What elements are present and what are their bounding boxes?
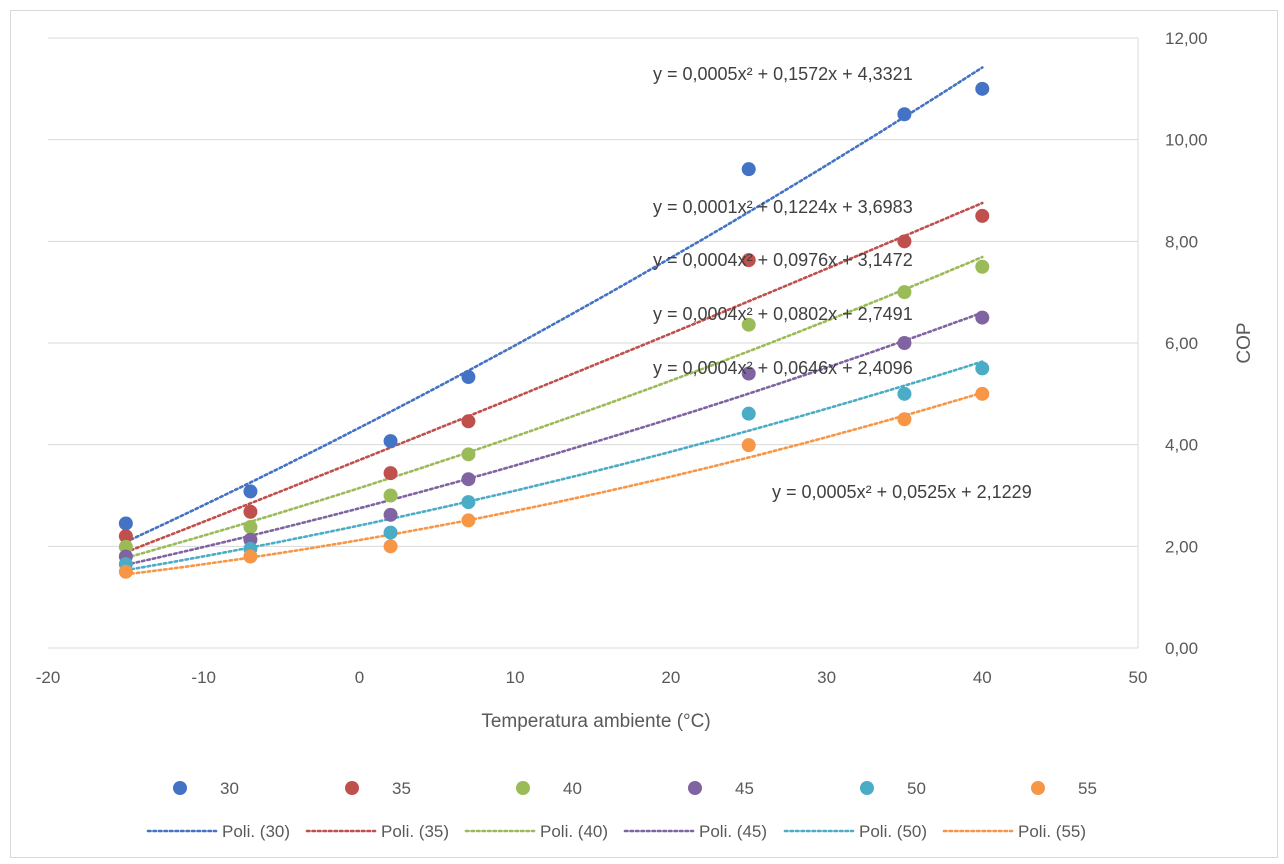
data-point-35: [975, 208, 990, 223]
data-point-35: [118, 529, 133, 544]
trendline-50: [124, 360, 984, 572]
data-point-30: [741, 162, 756, 177]
trendline-45: [124, 311, 984, 567]
x-tick-label: 40: [973, 668, 992, 687]
x-tick-label: 30: [817, 668, 836, 687]
data-point-30: [897, 107, 912, 122]
data-point-35: [461, 414, 476, 429]
data-point-40: [897, 285, 912, 300]
data-point-45: [975, 310, 990, 325]
trend-equation-40: y = 0,0004x² + 0,0976x + 3,1472: [653, 250, 913, 270]
y-tick-label: 4,00: [1165, 436, 1198, 455]
data-point-30: [118, 516, 133, 531]
y-tick-label: 0,00: [1165, 639, 1198, 658]
data-point-45: [741, 366, 756, 381]
trend-equation-55: y = 0,0005x² + 0,0525x + 2,1229: [772, 482, 1032, 502]
y-tick-label: 8,00: [1165, 232, 1198, 251]
data-point-30: [461, 370, 476, 385]
data-point-50: [461, 495, 476, 510]
data-point-30: [243, 484, 258, 499]
data-point-40: [461, 447, 476, 462]
data-point-35: [383, 466, 398, 481]
trendline-40: [124, 255, 984, 560]
legend-trend-label-35: Poli. (35): [381, 822, 449, 841]
legend-trend-label-40: Poli. (40): [540, 822, 608, 841]
legend-marker-30: [173, 781, 187, 795]
x-tick-label: 50: [1129, 668, 1148, 687]
data-point-30: [975, 81, 990, 96]
data-point-55: [975, 386, 990, 401]
data-point-55: [118, 564, 133, 579]
trendline-55: [124, 391, 984, 576]
legend-label-40: 40: [563, 779, 582, 798]
trend-equation-35: y = 0,0001x² + 0,1224x + 3,6983: [653, 197, 913, 217]
data-point-55: [461, 513, 476, 528]
y-tick-label: 2,00: [1165, 537, 1198, 556]
trend-equation-30: y = 0,0005x² + 0,1572x + 4,3321: [653, 64, 913, 84]
trendline-30: [124, 66, 984, 544]
data-point-40: [741, 317, 756, 332]
data-point-35: [897, 234, 912, 249]
legend-label-35: 35: [392, 779, 411, 798]
data-point-40: [118, 539, 133, 554]
chart-frame: [10, 10, 1278, 858]
legend-trend-label-30: Poli. (30): [222, 822, 290, 841]
legend-marker-50: [860, 781, 874, 795]
x-tick-label: 20: [661, 668, 680, 687]
data-point-40: [383, 488, 398, 503]
data-point-55: [383, 539, 398, 554]
data-point-45: [383, 507, 398, 522]
data-point-30: [383, 434, 398, 449]
y-tick-label: 6,00: [1165, 334, 1198, 353]
data-point-55: [897, 412, 912, 427]
legend-label-30: 30: [220, 779, 239, 798]
legend-marker-35: [345, 781, 359, 795]
legend-label-45: 45: [735, 779, 754, 798]
x-axis-title: Temperatura ambiente (°C): [481, 711, 710, 732]
y-tick-label: 12,00: [1165, 29, 1208, 48]
legend-marker-45: [688, 781, 702, 795]
x-tick-label: -10: [191, 668, 216, 687]
trend-equation-50: y = 0,0004x² + 0,0646x + 2,4096: [653, 358, 913, 378]
data-point-35: [243, 504, 258, 519]
trendline-35: [124, 201, 984, 554]
data-point-40: [243, 520, 258, 535]
legend-marker-55: [1031, 781, 1045, 795]
y-axis-title: COP: [1234, 322, 1255, 363]
data-point-45: [461, 472, 476, 487]
data-point-50: [897, 386, 912, 401]
data-point-35: [741, 253, 756, 268]
data-point-50: [741, 406, 756, 421]
data-point-55: [243, 549, 258, 564]
data-point-45: [897, 336, 912, 350]
legend-trend-label-50: Poli. (50): [859, 822, 927, 841]
y-tick-label: 10,00: [1165, 131, 1208, 150]
x-tick-label: -20: [36, 668, 61, 687]
x-tick-label: 10: [506, 668, 525, 687]
legend-label-50: 50: [907, 779, 926, 798]
legend-trend-label-45: Poli. (45): [699, 822, 767, 841]
legend-marker-40: [516, 781, 530, 795]
legend-label-55: 55: [1078, 779, 1097, 798]
legend-trend-label-55: Poli. (55): [1018, 822, 1086, 841]
x-tick-label: 0: [355, 668, 364, 687]
data-point-40: [975, 259, 990, 274]
data-point-55: [741, 438, 756, 453]
trend-equation-45: y = 0,0004x² + 0,0802x + 2,7491: [653, 304, 913, 324]
data-point-50: [975, 361, 990, 376]
data-point-50: [383, 525, 398, 540]
